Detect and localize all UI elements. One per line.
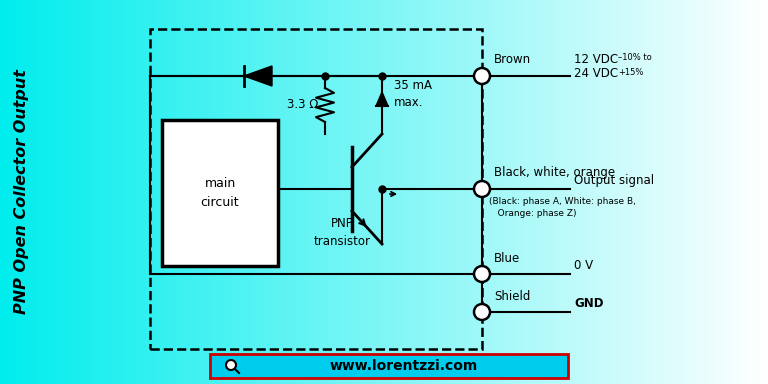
Text: 3.3 Ω: 3.3 Ω [287, 99, 319, 111]
Text: Black, white, orange: Black, white, orange [494, 166, 615, 179]
Text: 35 mA
max.: 35 mA max. [394, 79, 432, 109]
Text: –10% to: –10% to [618, 53, 652, 62]
Text: www.lorentzzi.com: www.lorentzzi.com [330, 359, 478, 373]
Circle shape [226, 360, 236, 370]
Text: Shield: Shield [494, 290, 531, 303]
Text: Brown: Brown [494, 53, 531, 66]
Text: PNP
transistor: PNP transistor [313, 217, 370, 248]
Circle shape [474, 266, 490, 282]
Circle shape [474, 68, 490, 84]
Circle shape [474, 181, 490, 197]
Circle shape [474, 304, 490, 320]
Text: Output signal: Output signal [574, 174, 654, 187]
Bar [210, 354, 568, 378]
Polygon shape [162, 120, 278, 266]
Text: PNP Open Collector Output: PNP Open Collector Output [15, 70, 29, 314]
Text: main
circuit: main circuit [200, 177, 240, 209]
Text: +15%: +15% [618, 68, 644, 77]
Polygon shape [376, 92, 388, 106]
Text: (Black: phase A, White: phase B,
   Orange: phase Z): (Black: phase A, White: phase B, Orange:… [489, 197, 636, 218]
Polygon shape [244, 66, 272, 86]
Text: 12 VDC: 12 VDC [574, 53, 622, 66]
Text: GND: GND [574, 297, 604, 310]
Text: 0 V: 0 V [574, 259, 593, 272]
Text: 24 VDC: 24 VDC [574, 67, 622, 80]
Text: Blue: Blue [494, 252, 520, 265]
